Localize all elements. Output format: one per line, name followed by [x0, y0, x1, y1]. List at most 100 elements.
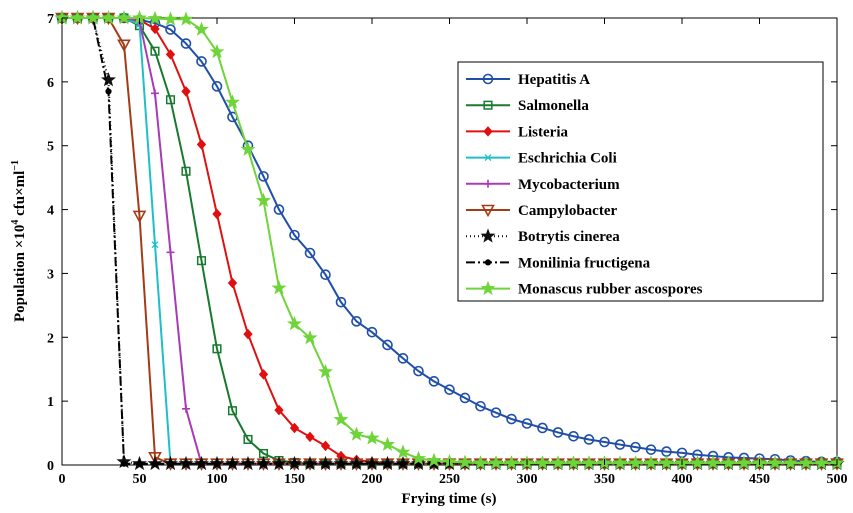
data-point — [304, 247, 316, 259]
data-point — [287, 316, 302, 331]
y-axis: 0 1 2 3 4 5 6 7 — [47, 12, 837, 474]
legend-marker — [484, 179, 492, 188]
legend-label: Hepatitis A — [518, 72, 590, 88]
data-point — [227, 277, 238, 289]
x-tick-label: 0 — [59, 472, 66, 487]
data-point — [364, 430, 380, 445]
x-tick-label: 250 — [439, 472, 460, 487]
y-tick-label: 7 — [47, 12, 54, 27]
data-point — [535, 455, 550, 470]
legend-entry: Botrytis cinerea — [466, 228, 620, 245]
data-point — [413, 365, 424, 377]
data-point — [568, 430, 579, 442]
x-tick-label: 350 — [594, 472, 615, 487]
data-point — [475, 400, 486, 412]
data-point — [165, 49, 176, 60]
data-point — [211, 81, 223, 92]
data-point — [151, 89, 159, 98]
y-tick-label: 6 — [47, 76, 54, 91]
data-point — [165, 24, 176, 35]
data-point — [196, 256, 207, 266]
legend-entry: Campylobacter — [466, 203, 617, 219]
legend-label: Monilinia fructigena — [518, 255, 651, 271]
data-point — [209, 43, 225, 59]
data-point — [70, 10, 85, 25]
data-point — [306, 460, 314, 467]
legend-marker — [481, 204, 495, 218]
y-tick-label: 4 — [47, 204, 54, 219]
data-point — [399, 460, 407, 467]
data-point — [599, 436, 610, 448]
data-point — [273, 204, 285, 215]
x-tick-label: 500 — [827, 472, 848, 487]
legend-marker — [480, 228, 496, 243]
data-point — [550, 455, 566, 470]
data-point — [504, 455, 519, 470]
legend-marker — [480, 280, 496, 295]
data-point — [180, 38, 192, 49]
data-point — [783, 455, 798, 470]
data-point — [490, 407, 502, 418]
data-point — [212, 344, 222, 354]
data-point — [566, 455, 581, 470]
data-point — [353, 460, 360, 467]
data-point — [643, 455, 659, 470]
data-point — [150, 46, 160, 56]
data-point — [243, 328, 253, 340]
legend-marker — [484, 154, 492, 162]
data-point — [457, 454, 473, 469]
data-point — [150, 23, 160, 35]
data-point — [380, 436, 395, 451]
y-tick-label: 3 — [47, 267, 54, 282]
x-tick-label: 450 — [749, 472, 770, 487]
data-point — [120, 460, 128, 467]
data-point — [181, 86, 191, 97]
data-point — [101, 10, 116, 25]
data-point — [274, 404, 284, 416]
legend-entry: Monascus rubber ascospores — [466, 280, 703, 298]
data-point — [196, 139, 207, 150]
data-point — [337, 460, 345, 467]
legend-label: Salmonella — [518, 98, 589, 114]
data-point — [305, 431, 315, 443]
x-tick-label: 50 — [133, 472, 147, 487]
data-point — [117, 39, 131, 52]
data-point — [181, 166, 191, 176]
data-point — [240, 141, 256, 156]
data-point — [166, 248, 175, 257]
data-point — [395, 444, 411, 459]
data-point — [411, 450, 426, 465]
data-point — [275, 460, 283, 467]
data-point — [335, 296, 347, 308]
legend: Hepatitis A Salmonella Listeria Eschrichia … — [457, 61, 824, 302]
legend-entry: Listeria — [466, 124, 568, 140]
data-point — [473, 455, 488, 470]
data-point — [459, 392, 471, 404]
legend-box — [457, 61, 824, 302]
y-axis-label: Population ×104 cfu×ml−1 — [10, 160, 28, 322]
legend-entry: Eschrichia Coli — [466, 151, 617, 167]
legend-entry: Hepatitis A — [466, 72, 590, 88]
data-point — [322, 460, 329, 467]
data-point — [85, 10, 101, 25]
data-point — [426, 452, 442, 467]
legend-entry: Monilinia fructigena — [466, 255, 651, 271]
data-point — [351, 316, 362, 327]
data-point — [659, 455, 674, 470]
data-point — [428, 376, 440, 387]
data-point — [397, 353, 409, 364]
data-point — [148, 452, 162, 465]
data-point — [814, 455, 829, 470]
x-tick-label: 200 — [362, 472, 383, 487]
data-point — [258, 171, 269, 182]
data-point — [583, 434, 595, 445]
data-point — [320, 269, 331, 281]
data-point — [690, 455, 705, 470]
data-point — [289, 422, 300, 434]
legend-label: Campylobacter — [518, 203, 617, 219]
legend-marker — [484, 259, 492, 266]
data-point — [349, 426, 364, 441]
data-point — [196, 56, 207, 67]
legend-label: Monascus rubber ascospores — [518, 282, 703, 298]
data-point — [182, 404, 190, 413]
